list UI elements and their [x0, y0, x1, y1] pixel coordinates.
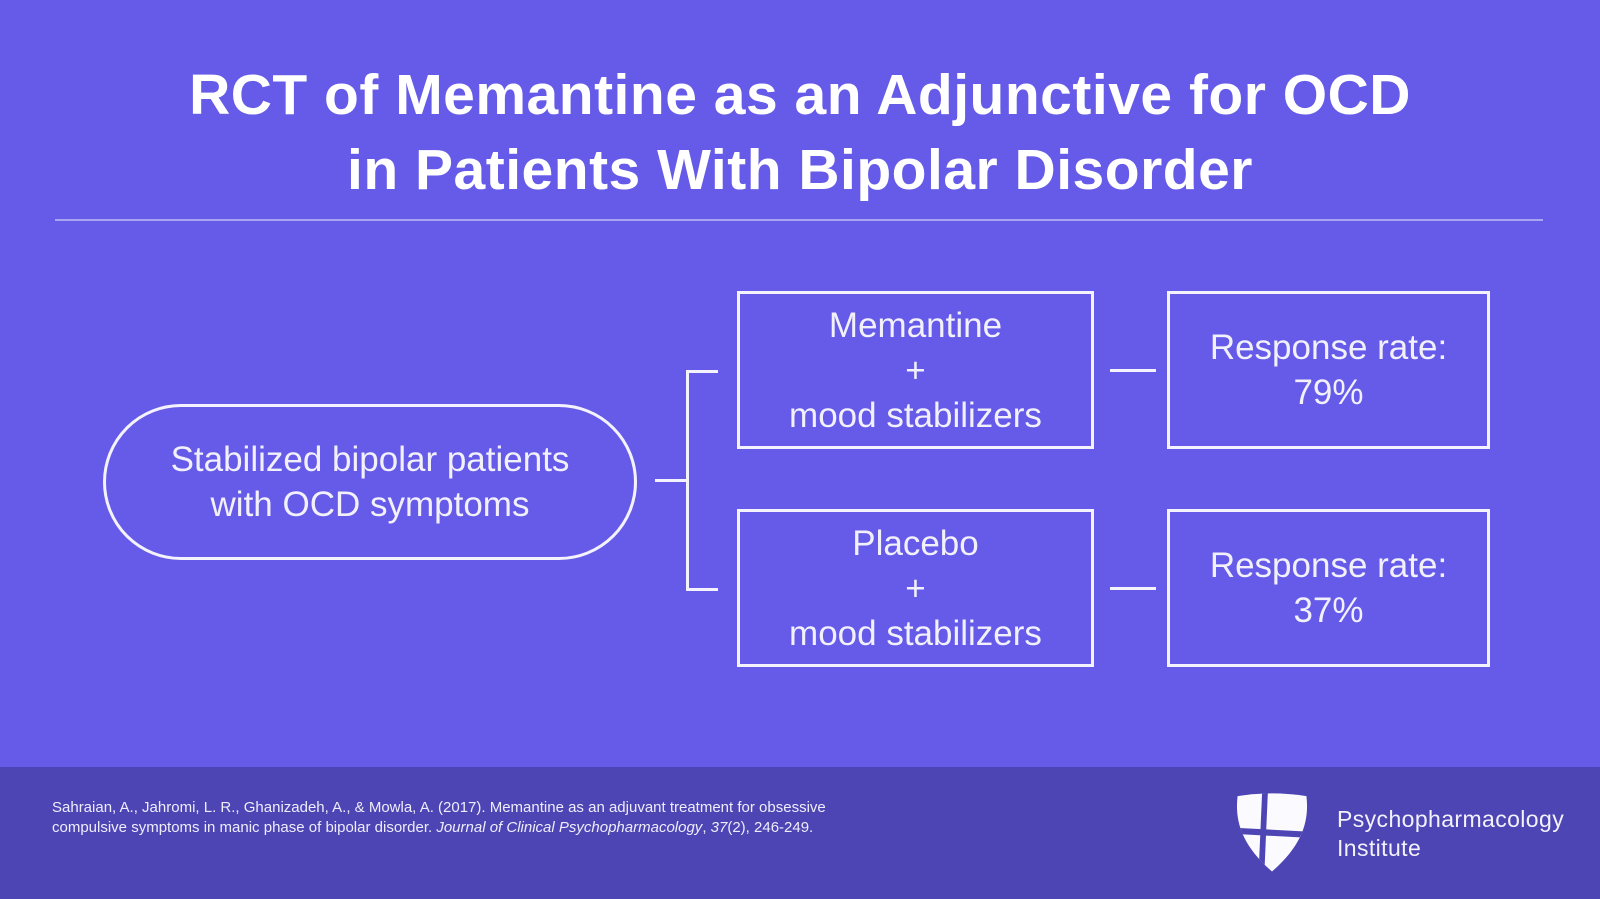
- arm-memantine-node: Memantine + mood stabilizers: [737, 291, 1094, 449]
- title-line-2: in Patients With Bipolar Disorder: [347, 138, 1253, 202]
- connector-population-stub: [655, 479, 686, 482]
- shield-cross-icon: [1236, 793, 1308, 872]
- outcome-memantine-label: Response rate: 79%: [1209, 328, 1448, 412]
- citation: Sahraian, A., Jahromi, L. R., Ghanizadeh…: [52, 798, 872, 838]
- citation-separator: ,: [702, 819, 711, 836]
- logo-name-line-1: Psychopharmacology: [1337, 806, 1565, 832]
- connector-bottom-stub: [686, 588, 718, 591]
- logo-wordmark: Psychopharmacology Institute: [1337, 805, 1564, 863]
- citation-journal-name: Journal of Clinical Psychopharmacology: [436, 819, 703, 836]
- citation-volume: 37: [710, 819, 728, 836]
- connector-placebo-outcome: [1110, 587, 1156, 590]
- population-label: Stabilized bipolar patients with OCD sym…: [170, 440, 570, 524]
- population-node: Stabilized bipolar patients with OCD sym…: [103, 404, 637, 560]
- citation-line-2-end: (2), 246-249.: [727, 819, 814, 836]
- title-divider: [55, 219, 1543, 221]
- footer: Sahraian, A., Jahromi, L. R., Ghanizadeh…: [0, 767, 1600, 899]
- outcome-placebo-node: Response rate: 37%: [1167, 509, 1490, 667]
- citation-line-1: Sahraian, A., Jahromi, L. R., Ghanizadeh…: [52, 799, 826, 816]
- slide-title: RCT of Memantine as an Adjunctive for OC…: [0, 58, 1600, 208]
- arm-placebo-label: Placebo + mood stabilizers: [789, 523, 1042, 653]
- connector-memantine-outcome: [1110, 369, 1156, 372]
- citation-line-2-text: compulsive symptoms in manic phase of bi…: [52, 819, 437, 836]
- outcome-memantine-node: Response rate: 79%: [1167, 291, 1490, 449]
- title-line-1: RCT of Memantine as an Adjunctive for OC…: [189, 63, 1411, 127]
- connector-top-stub: [686, 370, 718, 373]
- outcome-placebo-label: Response rate: 37%: [1209, 546, 1448, 630]
- logo-name-line-2: Institute: [1337, 835, 1422, 861]
- arm-placebo-node: Placebo + mood stabilizers: [737, 509, 1094, 667]
- arm-memantine-label: Memantine + mood stabilizers: [789, 305, 1042, 435]
- connector-bracket-vertical: [686, 370, 689, 591]
